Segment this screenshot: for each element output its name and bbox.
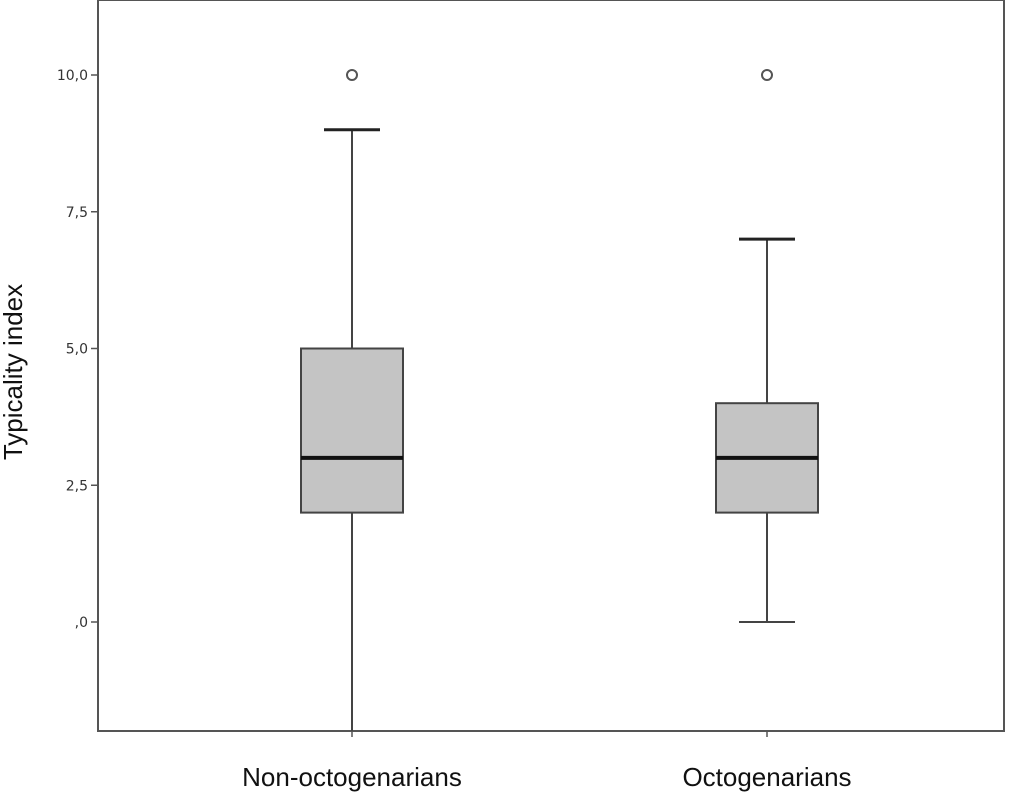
x-category-label: Octogenarians bbox=[682, 762, 851, 792]
x-axis: Non-octogenarians Octogenarians bbox=[242, 731, 852, 792]
outlier-point bbox=[761, 69, 773, 81]
box-group bbox=[715, 69, 819, 623]
y-tick-label: 10,0 bbox=[57, 68, 88, 84]
y-tick-label: 2,5 bbox=[66, 478, 88, 494]
box-group bbox=[300, 69, 404, 731]
box-series bbox=[300, 69, 819, 731]
y-axis: ,0 2,5 5,0 7,5 10,0 bbox=[57, 68, 98, 631]
x-category-label: Non-octogenarians bbox=[242, 762, 462, 792]
plot-frame bbox=[97, 0, 1005, 732]
iqr-box bbox=[300, 347, 404, 514]
y-tick-label: 5,0 bbox=[66, 342, 88, 358]
y-tick-label: 7,5 bbox=[66, 205, 88, 221]
y-tick-label: ,0 bbox=[75, 615, 88, 631]
outlier-point bbox=[346, 69, 358, 81]
y-axis-title: Typicality index bbox=[0, 284, 28, 460]
